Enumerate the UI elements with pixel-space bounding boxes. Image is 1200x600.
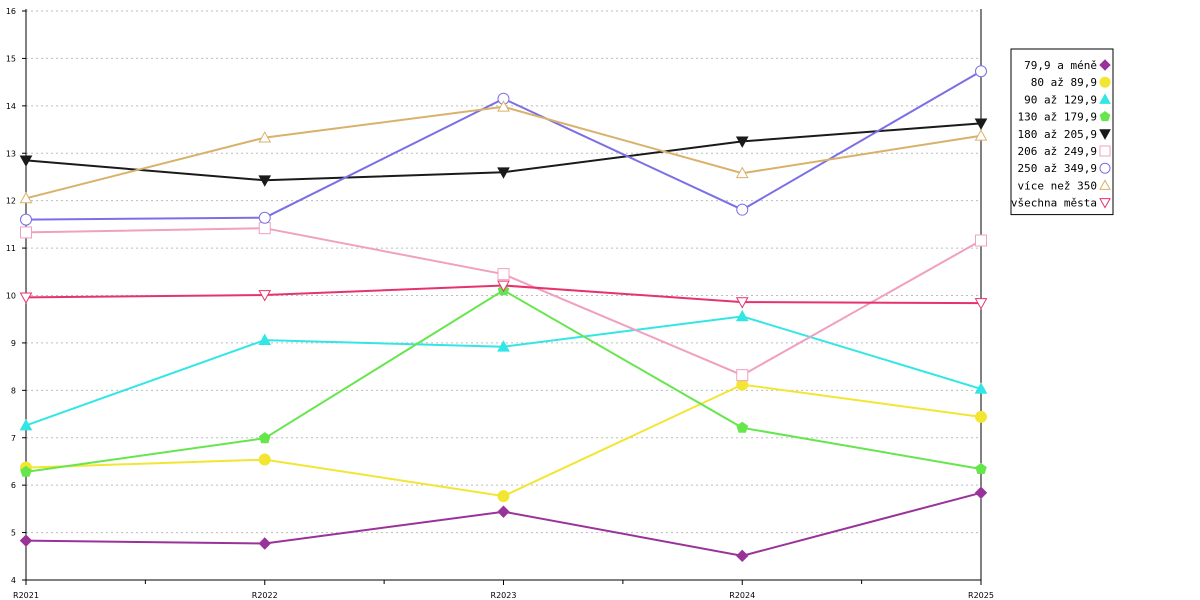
data-point (258, 432, 271, 444)
series-4 (20, 284, 987, 477)
legend-marker (1099, 162, 1111, 174)
legend-marker (1099, 76, 1111, 88)
data-point (497, 167, 510, 179)
data-point (735, 166, 749, 179)
legend-marker (1099, 145, 1111, 157)
legend-label: 130 až 179,9 (1018, 111, 1097, 124)
legend: 79,9 a méně 80 až 89,9 90 až 129,9 130 až 1… (1010, 48, 1114, 216)
data-point (19, 191, 33, 204)
x-tick-label: R2024 (729, 591, 755, 600)
y-tick-label: 7 (11, 434, 16, 443)
series-line (25, 383, 982, 498)
grid-lines (26, 10, 981, 534)
series-1 (19, 486, 988, 563)
y-tick-label: 16 (6, 7, 16, 16)
legend-box (1010, 48, 1114, 216)
legend-marker (1099, 59, 1111, 71)
y-tick-label: 10 (6, 292, 16, 301)
legend-marker (1099, 179, 1111, 190)
data-point (974, 118, 988, 130)
series-3 (19, 309, 988, 431)
legend-label: 79,9 a méně (1024, 59, 1097, 72)
y-tick-label: 14 (6, 102, 16, 111)
data-point (497, 340, 510, 352)
data-point (975, 410, 987, 423)
data-point (735, 136, 749, 148)
data-point (19, 292, 33, 304)
data-point (736, 549, 749, 563)
y-tick-label: 12 (6, 197, 16, 206)
data-point (975, 65, 987, 78)
data-point (974, 298, 988, 310)
legend-label: 90 až 129,9 (1024, 93, 1097, 106)
data-point (974, 486, 988, 499)
data-point (258, 453, 271, 466)
x-tick-label: R2021 (13, 591, 39, 600)
data-point (736, 203, 749, 216)
data-point (19, 418, 33, 431)
y-tick-label: 13 (6, 149, 16, 158)
data-point (497, 100, 510, 112)
data-point (497, 505, 510, 518)
data-point (975, 462, 987, 474)
series-line (25, 289, 982, 473)
data-point (258, 290, 272, 302)
data-point (497, 280, 510, 293)
data-point (975, 234, 987, 247)
data-point (735, 297, 749, 309)
x-tick-label: R2023 (491, 591, 517, 600)
data-point (497, 490, 510, 503)
legend-marker (1099, 198, 1111, 209)
data-point (974, 382, 988, 394)
legend-label: všechna města (1011, 197, 1097, 210)
legend-marker (1099, 110, 1111, 122)
data-point (19, 534, 33, 547)
y-tick-label: 9 (11, 339, 16, 348)
series-9 (19, 280, 988, 310)
data-point (974, 129, 988, 141)
legend-marker (1099, 129, 1111, 140)
legend-label: 180 až 205,9 (1018, 128, 1097, 141)
legend-label: 250 až 349,9 (1018, 162, 1097, 175)
series-8 (19, 100, 988, 204)
data-point (497, 268, 510, 281)
data-point (736, 421, 749, 433)
data-point (736, 369, 749, 382)
legend-label: více než 350 (1018, 179, 1097, 192)
data-point (735, 309, 749, 322)
data-point (19, 155, 33, 167)
y-tick-label: 6 (11, 481, 16, 490)
data-point (258, 131, 272, 143)
data-point (258, 211, 271, 224)
data-point (20, 465, 32, 477)
series-lines (19, 65, 988, 563)
series-line (25, 315, 982, 427)
legend-label: 80 až 89,9 (1031, 76, 1097, 89)
legend-marker (1099, 93, 1111, 104)
data-point (20, 213, 32, 226)
data-point (258, 537, 271, 550)
y-tick-label: 15 (6, 54, 16, 63)
data-point (258, 222, 271, 235)
series-7 (20, 65, 987, 226)
x-tick-label: R2025 (968, 591, 994, 600)
series-line (25, 105, 982, 200)
data-point (258, 333, 272, 345)
data-point (258, 175, 272, 187)
y-tick-label: 5 (11, 529, 16, 538)
series-line (25, 491, 982, 557)
legend-label: 206 až 249,9 (1018, 145, 1097, 158)
y-tick-label: 4 (11, 576, 16, 585)
series-2 (20, 378, 987, 503)
data-point (20, 226, 32, 239)
y-tick-label: 11 (6, 244, 16, 253)
x-tick-label: R2022 (252, 591, 278, 600)
y-tick-label: 8 (11, 386, 16, 395)
series-5 (19, 118, 988, 187)
